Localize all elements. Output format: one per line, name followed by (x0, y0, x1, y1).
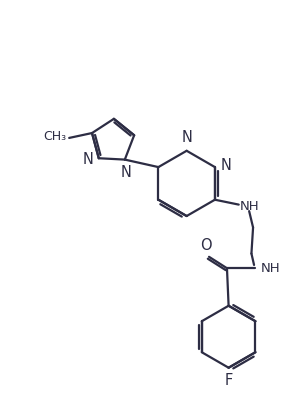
Text: N: N (121, 166, 132, 181)
Text: N: N (221, 158, 232, 173)
Text: CH₃: CH₃ (43, 130, 67, 143)
Text: N: N (83, 153, 94, 167)
Text: F: F (224, 372, 233, 388)
Text: NH: NH (260, 262, 280, 275)
Text: O: O (201, 238, 212, 253)
Text: N: N (181, 130, 192, 145)
Text: NH: NH (239, 200, 259, 213)
